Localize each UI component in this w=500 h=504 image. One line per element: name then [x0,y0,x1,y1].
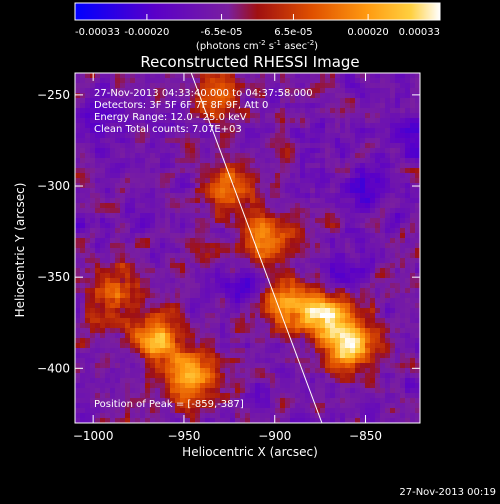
colorbar-ticks: -0.00033 -0.00020 -6.5e-05 6.5e-05 0.00020 0.… [74,14,441,38]
x-tick-label: −850 [349,429,382,443]
y-axis-label: Heliocentric Y (arcsec) [13,183,27,318]
annotation-block: 27-Nov-2013 04:33:40.000 to 04:37:58.000… [94,88,313,135]
chart-title: Reconstructed RHESSI Image [140,53,359,71]
y-tick-label: −300 [37,179,70,193]
x-tick-label: −1000 [73,429,114,443]
footer-timestamp: 27-Nov-2013 00:19 [399,487,496,498]
x-tick-label: −950 [167,429,200,443]
heatmap-image [75,73,420,423]
axis-ticks: −1000 −950 −900 −850 −250 −300 −350 −400 [37,73,420,443]
plot-frame [74,72,421,424]
annotation-clean-counts: Clean Total counts: 7.07E+03 [94,124,242,135]
colorbar-tick-label: -6.5e-05 [201,27,243,38]
colorbar-tick-label: 6.5e-05 [274,27,312,38]
peak-position-label: Position of Peak = [-859,-387] [94,399,244,410]
colorbar-unit: (photons cm-2 s-1 asec-2) [196,39,318,52]
colorbar [74,2,441,21]
y-tick-label: −350 [37,270,70,284]
solar-limb-line [190,73,323,423]
y-tick-label: −250 [37,88,70,102]
x-axis-label: Heliocentric X (arcsec) [182,445,318,459]
colorbar-tick-label: 0.00020 [347,27,388,38]
annotation-energy-range: Energy Range: 12.0 - 25.0 keV [94,112,247,123]
colorbar-tick-label: -0.00033 [75,27,120,38]
colorbar-tick-label: -0.00020 [124,27,169,38]
colorbar-tick-label: 0.00033 [399,27,440,38]
annotation-time-range: 27-Nov-2013 04:33:40.000 to 04:37:58.000 [94,88,313,99]
y-tick-label: −400 [37,361,70,375]
x-tick-label: −900 [258,429,291,443]
annotation-detectors: Detectors: 3F 5F 6F 7F 8F 9F, Att 0 [94,100,268,111]
